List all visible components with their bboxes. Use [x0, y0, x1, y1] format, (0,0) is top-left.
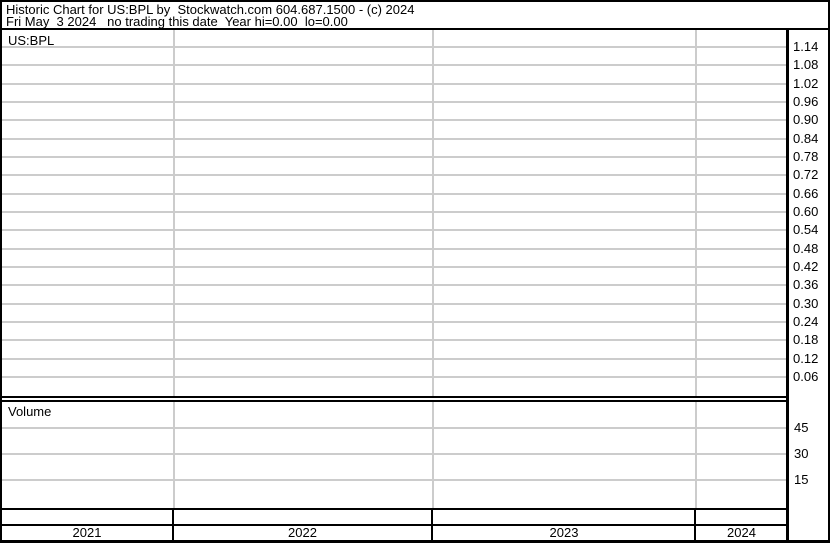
year-label: 2023 [549, 525, 579, 540]
price-tick-label: 0.54 [793, 222, 819, 238]
price-tick-label: 0.42 [793, 259, 819, 274]
chart-title: Historic Chart for US:BPL by Stockwatch.… [6, 2, 415, 17]
price-tick-label: 0.96 [793, 94, 819, 109]
price-gridline [2, 119, 786, 122]
price-gridline [2, 339, 786, 342]
price-tick-label: 0.36 [793, 277, 819, 293]
price-tick-label: 0.48 [793, 240, 819, 256]
year-label: 2022 [288, 525, 317, 540]
volume-tick-label: 15 [794, 472, 809, 487]
year-gridline-volume [695, 402, 697, 508]
price-gridline [2, 247, 786, 250]
outer-border-right [828, 0, 830, 543]
price-gridline [2, 321, 786, 323]
price-tick-label: 0.12 [793, 350, 819, 366]
symbol-label: US:BPL [8, 33, 55, 48]
year-separator [431, 510, 433, 540]
outer-border-left [0, 0, 2, 543]
year-separator [172, 510, 174, 540]
header-bottom-border [0, 28, 830, 30]
price-gridline [2, 64, 786, 67]
price-gridline [2, 46, 786, 48]
price-gridline [2, 192, 786, 195]
price-tick-label: 0.30 [793, 295, 819, 311]
price-gridline [2, 82, 786, 85]
price-tick-label: 0.06 [793, 369, 819, 384]
price-plot-bottom-border [2, 396, 786, 398]
price-gridline [2, 211, 786, 213]
volume-gridline [2, 479, 786, 481]
price-tick-label: 0.24 [793, 314, 819, 329]
year-gridline-price [432, 30, 434, 396]
year-gridline-volume [173, 402, 175, 508]
price-tick-label: 0.66 [793, 185, 819, 201]
volume-chart-area [2, 402, 786, 508]
x-axis-divider [2, 524, 786, 526]
year-gridline-volume [432, 402, 434, 508]
outer-border-top [0, 0, 830, 2]
price-tick-label: 1.14 [793, 39, 819, 54]
price-tick-label: 0.72 [793, 167, 819, 183]
chart-subtitle: Fri May 3 2024 no trading this date Year… [6, 14, 348, 29]
year-gridline-price [173, 30, 175, 396]
price-gridline [2, 229, 786, 232]
volume-tick-label: 30 [794, 446, 809, 461]
volume-gridline [2, 453, 786, 455]
year-separator [694, 510, 696, 540]
price-gridline [2, 101, 786, 103]
year-gridline-price [695, 30, 697, 396]
price-gridline [2, 174, 786, 177]
volume-gridline [2, 427, 786, 429]
price-gridline [2, 302, 786, 305]
price-gridline [2, 156, 786, 158]
volume-tick-label: 45 [794, 420, 809, 435]
year-label: 2021 [72, 525, 102, 540]
price-tick-label: 0.90 [793, 112, 819, 128]
year-label: 2024 [727, 525, 756, 540]
price-gridline [2, 284, 786, 287]
price-tick-label: 0.18 [793, 332, 819, 348]
price-gridline [2, 357, 786, 360]
price-gridline [2, 266, 786, 268]
outer-border-bottom [0, 540, 830, 543]
price-gridline [2, 137, 786, 140]
price-tick-label: 1.08 [793, 57, 819, 73]
price-tick-label: 1.02 [793, 75, 819, 91]
price-tick-label: 0.78 [793, 149, 819, 164]
volume-bottom-border [2, 508, 786, 510]
volume-label: Volume [8, 404, 52, 419]
volume-top-border [2, 400, 786, 402]
price-gridline [2, 376, 786, 378]
price-tick-label: 0.60 [793, 204, 819, 219]
price-tick-label: 0.84 [793, 130, 819, 146]
plot-right-border [786, 30, 789, 540]
